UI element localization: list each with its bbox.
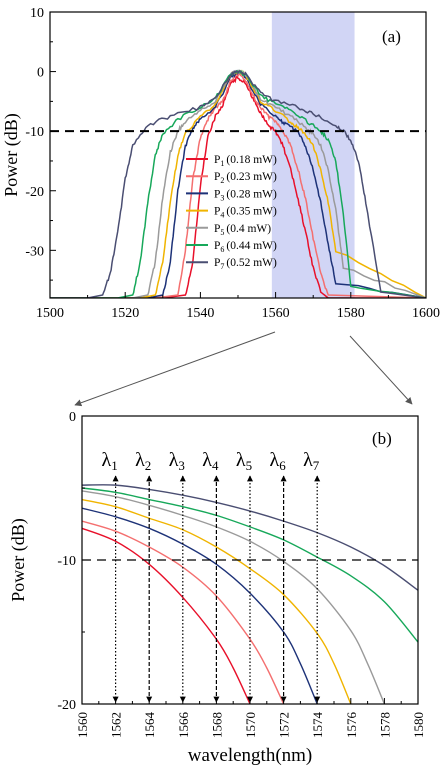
- y-tick-label-b: -10: [57, 554, 76, 569]
- wavelength-marker-label: λ4: [202, 449, 219, 473]
- y-tick-label-a: 10: [30, 6, 44, 21]
- wavelength-markers: λ1 λ2 λ3 λ4 λ5 λ6 λ7: [101, 449, 321, 703]
- wavelength-marker-label: λ1: [101, 449, 117, 473]
- panel-b-ticks: 1560 1562 1564 1566 1568 1570 1572 1574 1576 1578…: [57, 410, 426, 738]
- legend-label: P6 (0.44 mW): [214, 240, 277, 254]
- x-tick-label-b: 1572: [277, 712, 292, 738]
- x-tick-label-b: 1570: [243, 712, 258, 738]
- zoom-series-p4-line: [82, 498, 352, 704]
- x-axis-label-b: wavelength(nm): [188, 745, 313, 766]
- legend-label: P4 (0.35 mW): [214, 206, 277, 220]
- x-tick-label-a: 1520: [111, 306, 139, 321]
- zoom-series-p1-line: [82, 527, 251, 704]
- x-tick-label-a: 1560: [262, 306, 290, 321]
- x-tick-label-b: 1562: [109, 712, 124, 738]
- y-tick-label-b: 0: [69, 410, 76, 425]
- x-tick-label-b: 1576: [344, 712, 359, 739]
- y-tick-label-a: -20: [25, 185, 44, 200]
- series-p1-line: [50, 75, 426, 298]
- x-tick-label-b: 1578: [377, 712, 392, 738]
- panel-a-ticks: 1500 1520 1540 1560 1580 1600 10 0 -10 -20 -30: [25, 6, 440, 321]
- y-tick-label-b: -20: [57, 698, 76, 713]
- panel-label-a: (a): [382, 27, 401, 46]
- wavelength-marker-label: λ3: [169, 449, 185, 473]
- x-tick-label-b: 1568: [209, 712, 224, 738]
- y-axis-label-b: Power (dB): [8, 518, 29, 602]
- panel-b-series: [82, 484, 418, 704]
- panel-label-b: (b): [372, 429, 392, 448]
- y-tick-label-a: -30: [25, 244, 44, 259]
- zoom-series-p5-line: [82, 490, 386, 704]
- panel-a: 1500 1520 1540 1560 1580 1600 10 0 -10 -20 -30 (a)…: [1, 6, 440, 321]
- connector-arrow-left: [74, 331, 276, 407]
- x-tick-label-a: 1500: [36, 306, 64, 321]
- y-axis-label-a: Power (dB): [1, 113, 22, 197]
- series-p3-line: [50, 69, 426, 298]
- panel-b: λ1 λ2 λ3 λ4 λ5 λ6 λ7 1560 1562 1564 1566 1568 1570 1…: [8, 410, 426, 766]
- y-tick-label-a: -10: [25, 125, 44, 140]
- panel-a-series: [50, 69, 426, 298]
- y-tick-label-a: 0: [37, 66, 44, 81]
- connector-arrow-right: [349, 335, 413, 405]
- legend-label: P1 (0.18 mW): [214, 154, 277, 168]
- x-tick-label-a: 1600: [412, 306, 440, 321]
- wavelength-marker-label: λ6: [269, 449, 286, 473]
- x-tick-label-a: 1580: [337, 306, 365, 321]
- legend: P1 (0.18 mW) P2 (0.23 mW) P3 (0.28 mW) P4 (0.35…: [186, 154, 277, 271]
- wavelength-marker-label: λ7: [303, 449, 320, 473]
- x-tick-label-b: 1566: [176, 712, 191, 739]
- x-tick-label-b: 1564: [142, 712, 157, 739]
- x-tick-label-b: 1574: [310, 712, 325, 739]
- series-p5-line: [50, 69, 426, 298]
- x-tick-label-b: 1580: [411, 712, 426, 738]
- x-tick-label-a: 1540: [186, 306, 214, 321]
- x-tick-label-b: 1560: [75, 712, 90, 738]
- wavelength-marker-label: λ5: [236, 449, 252, 473]
- wavelength-marker-label: λ2: [135, 449, 151, 473]
- legend-label: P5 (0.4 mW): [214, 223, 271, 237]
- legend-label: P3 (0.28 mW): [214, 188, 277, 202]
- series-p2-line: [50, 72, 426, 298]
- legend-label: P7 (0.52 mW): [214, 257, 277, 271]
- legend-label: P2 (0.23 mW): [214, 171, 277, 185]
- series-p7-line: [50, 70, 426, 298]
